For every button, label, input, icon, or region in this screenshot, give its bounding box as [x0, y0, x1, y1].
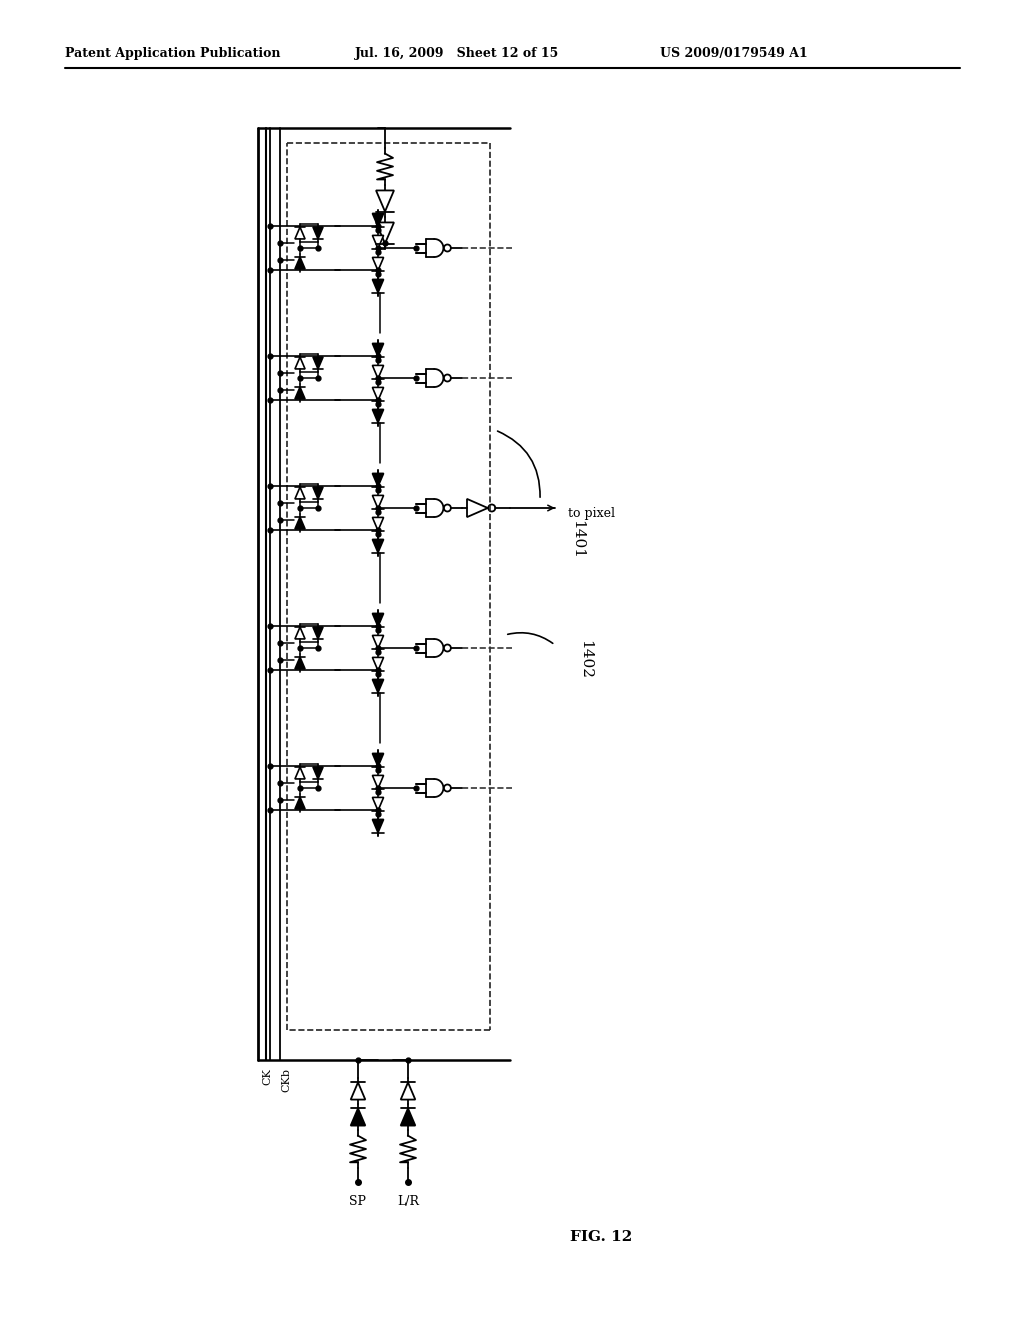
Text: CKb: CKb: [281, 1068, 291, 1092]
Polygon shape: [373, 387, 384, 400]
Polygon shape: [373, 657, 384, 671]
Text: Jul. 16, 2009   Sheet 12 of 15: Jul. 16, 2009 Sheet 12 of 15: [355, 46, 559, 59]
Polygon shape: [400, 1082, 416, 1100]
Polygon shape: [373, 366, 384, 379]
Polygon shape: [373, 474, 384, 487]
Polygon shape: [295, 387, 305, 399]
Polygon shape: [313, 356, 323, 370]
Polygon shape: [295, 657, 305, 669]
Polygon shape: [400, 1109, 416, 1126]
Polygon shape: [373, 235, 384, 248]
Polygon shape: [295, 487, 305, 499]
Polygon shape: [373, 680, 384, 693]
Text: SP: SP: [349, 1195, 367, 1208]
Polygon shape: [373, 257, 384, 271]
Text: CK: CK: [262, 1068, 272, 1085]
Polygon shape: [376, 190, 394, 211]
Text: Patent Application Publication: Patent Application Publication: [65, 46, 281, 59]
Text: 1401: 1401: [570, 520, 584, 560]
Polygon shape: [295, 227, 305, 239]
Text: US 2009/0179549 A1: US 2009/0179549 A1: [660, 46, 808, 59]
Polygon shape: [373, 820, 384, 833]
Polygon shape: [373, 495, 384, 508]
Polygon shape: [373, 635, 384, 648]
Text: to pixel: to pixel: [568, 507, 615, 520]
Polygon shape: [373, 343, 384, 356]
Polygon shape: [295, 627, 305, 639]
Polygon shape: [295, 767, 305, 779]
Polygon shape: [295, 797, 305, 809]
Polygon shape: [373, 614, 384, 627]
Polygon shape: [373, 540, 384, 553]
Polygon shape: [373, 797, 384, 810]
Polygon shape: [313, 227, 323, 239]
Text: FIG. 12: FIG. 12: [570, 1230, 632, 1243]
Polygon shape: [313, 487, 323, 499]
Polygon shape: [373, 280, 384, 293]
Polygon shape: [373, 517, 384, 531]
Polygon shape: [373, 214, 384, 227]
Polygon shape: [295, 257, 305, 269]
Polygon shape: [313, 627, 323, 639]
Polygon shape: [376, 223, 394, 244]
Text: L/R: L/R: [397, 1195, 419, 1208]
Polygon shape: [295, 356, 305, 370]
Text: 1402: 1402: [578, 640, 592, 680]
Polygon shape: [350, 1109, 366, 1126]
Polygon shape: [373, 409, 384, 422]
Polygon shape: [295, 517, 305, 529]
Polygon shape: [373, 754, 384, 767]
Polygon shape: [350, 1082, 366, 1100]
Polygon shape: [373, 775, 384, 788]
Polygon shape: [313, 767, 323, 779]
